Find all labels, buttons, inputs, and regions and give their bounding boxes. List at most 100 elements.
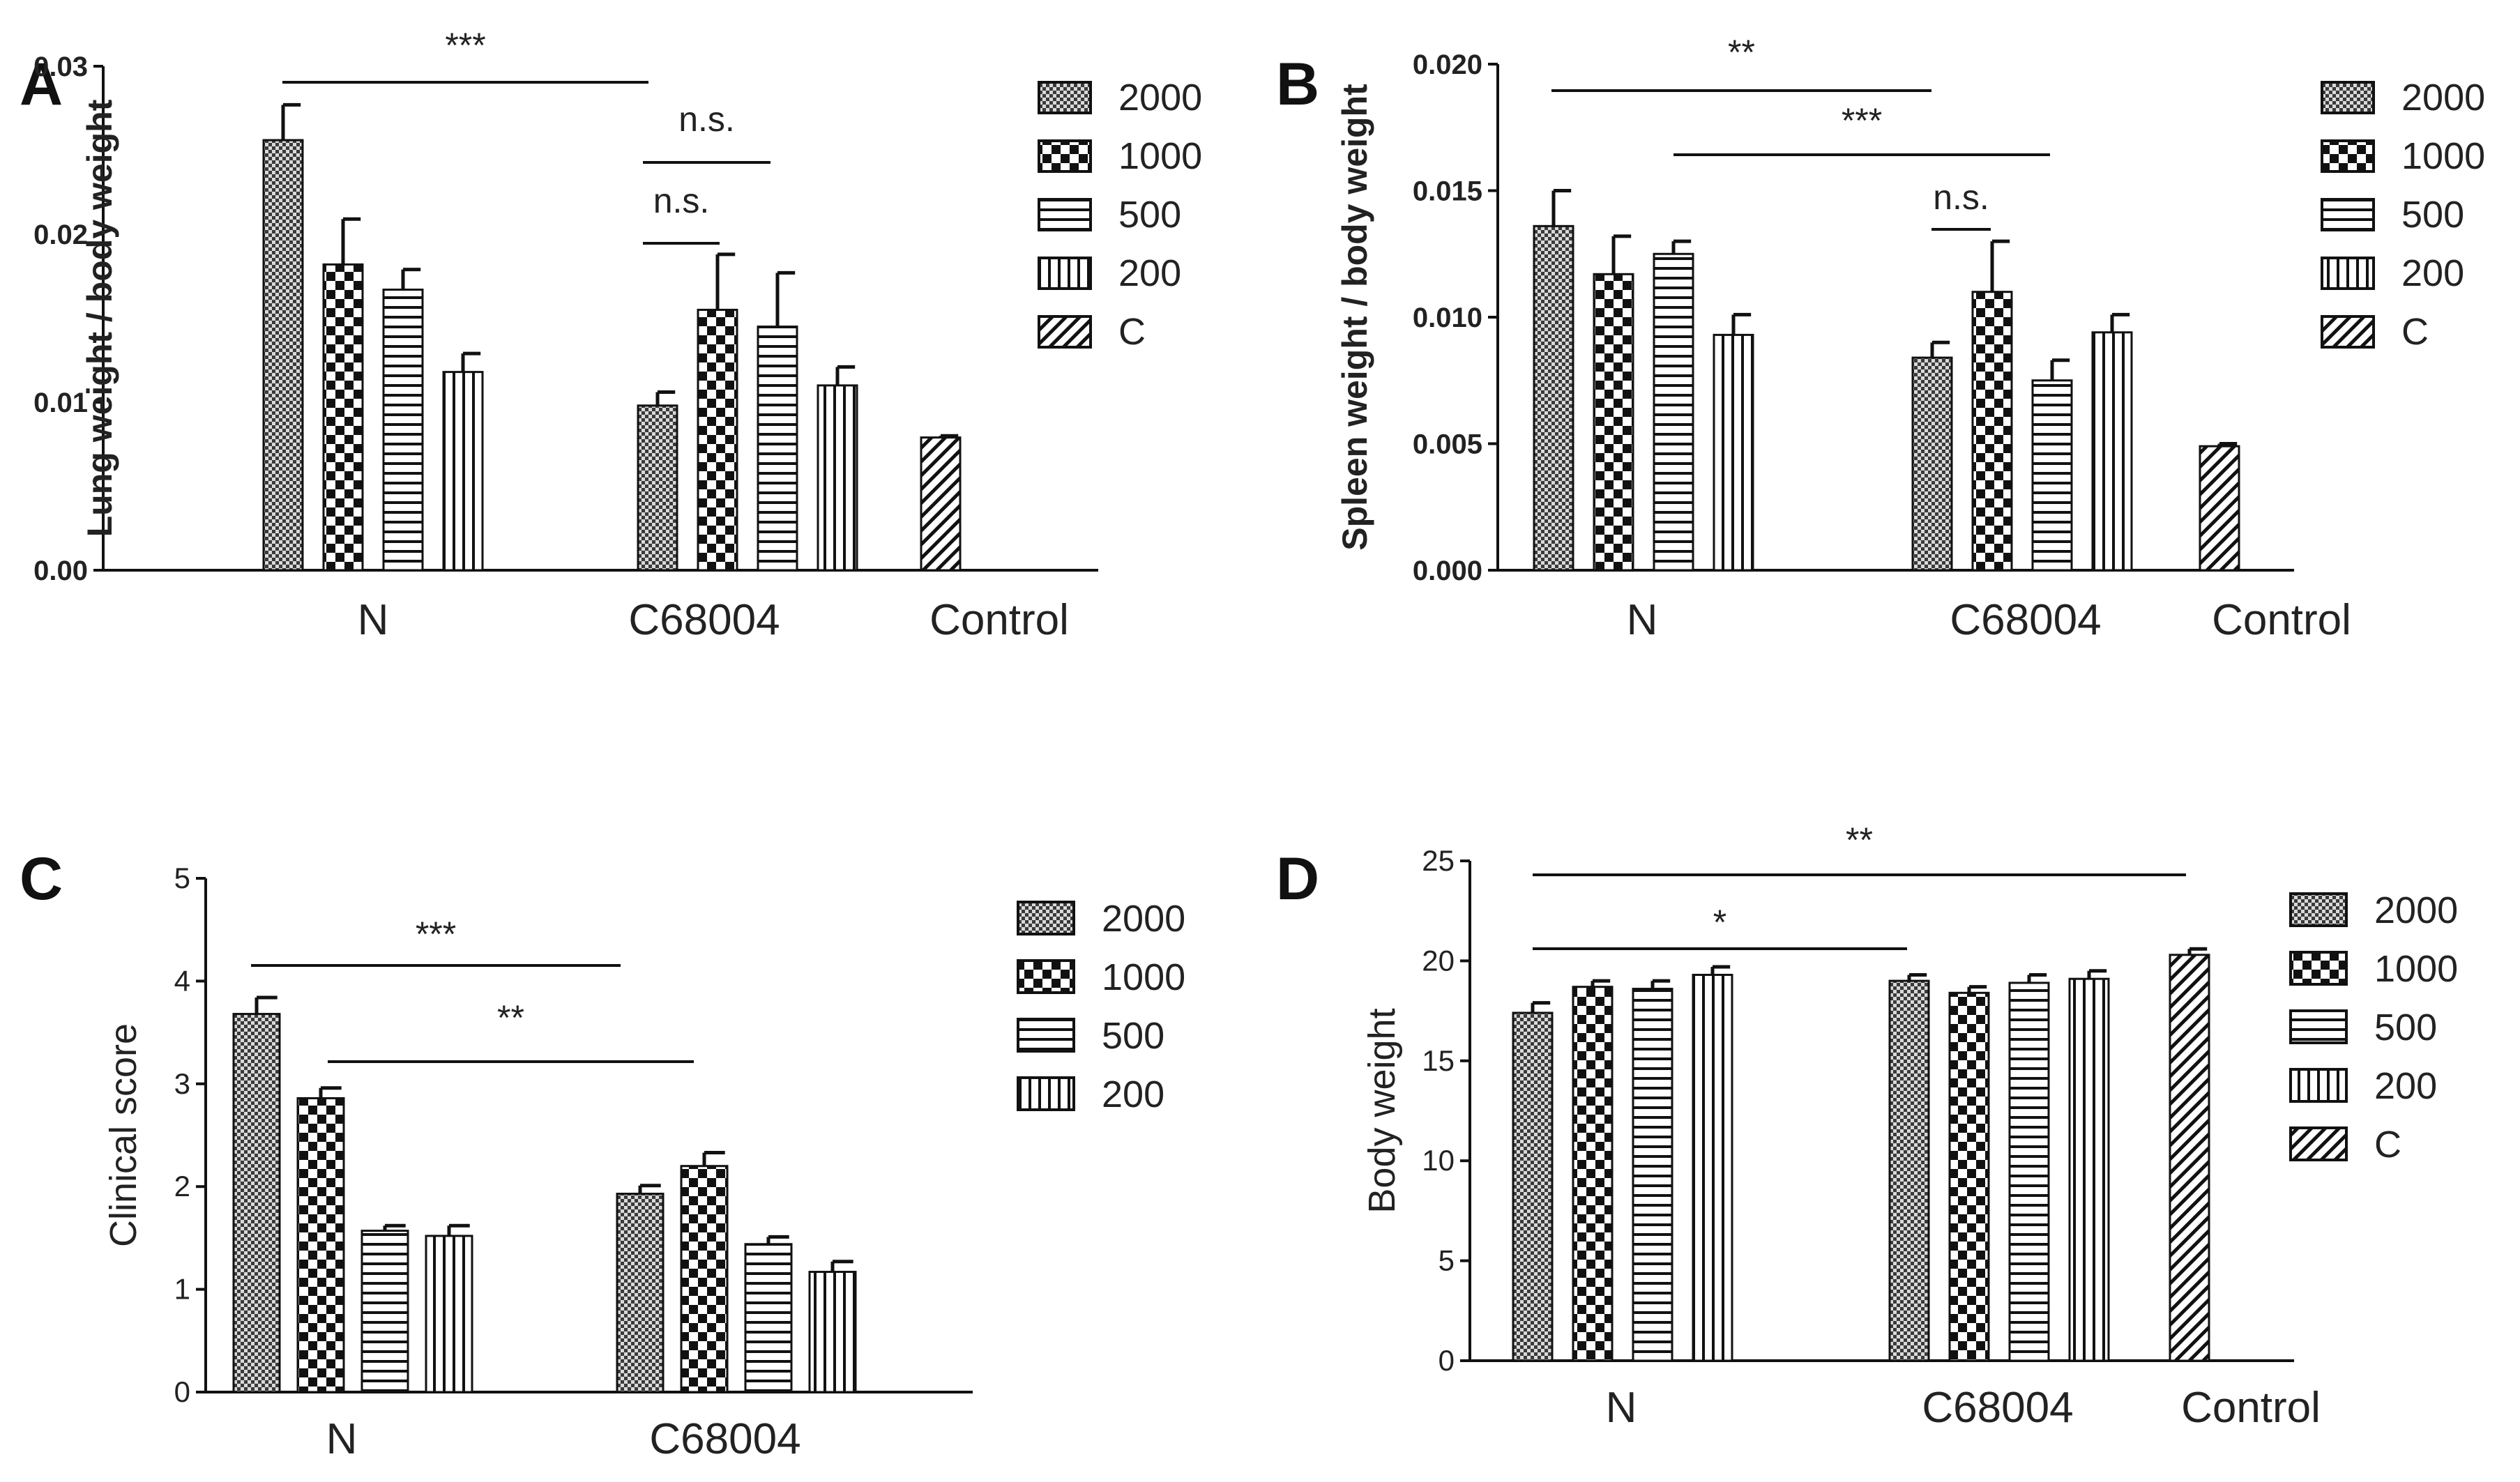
legend-label: 2000 [2401,77,2485,119]
bar-C68004-200 [2091,331,2133,572]
legend-swatch-200 [1017,1076,1075,1111]
y-tick-label: 5 [1439,1244,1455,1277]
legend-label: C [2401,311,2429,353]
bar-C68004-2000 [637,404,678,572]
bar-N-200 [442,371,484,572]
legend-swatch-C [2321,315,2375,349]
bar-N-200 [1713,333,1754,572]
bar-N-1000 [322,263,364,572]
bar-N-200 [425,1235,473,1393]
legend-swatch-1000 [1017,959,1075,994]
bar-C68004-1000 [680,1165,729,1393]
legend-swatch-1000 [2321,139,2375,173]
bar-C68004-200 [2068,977,2110,1362]
significance-label: *** [445,26,485,65]
legend-swatch-2000 [2289,892,2348,927]
y-tick-label: 15 [1422,1044,1455,1077]
legend-label: 1000 [2374,948,2458,990]
bar-C68004-2000 [616,1193,665,1393]
y-tick-label: 0.020 [1413,49,1482,80]
bar-C68004-500 [2008,981,2050,1362]
legend-label: 500 [2401,194,2464,236]
y-tick-label: 0.01 [33,388,88,418]
y-tick-label: 10 [1422,1144,1455,1177]
y-tick-label: 3 [174,1067,190,1100]
panel-letter: C [20,846,63,912]
y-tick-label: 2 [174,1170,190,1202]
bar-N-2000 [1533,224,1574,572]
significance-label: n.s. [678,100,735,139]
bar-C68004-1000 [1948,991,1990,1362]
legend-label: 1000 [1102,956,1185,998]
bar-C68004-1000 [1971,291,2013,572]
bar-C68004-2000 [1888,979,1930,1362]
legend-swatch-200 [2321,257,2375,290]
y-tick-label: 0.010 [1413,303,1482,333]
legend-swatch-2000 [1017,901,1075,935]
y-axis-label: Clinical score [103,1023,144,1247]
legend-label: 500 [1118,194,1181,236]
legend-label: 500 [2374,1007,2437,1048]
legend-label: 200 [2374,1065,2437,1107]
legend-swatch-1000 [1038,139,1092,173]
bar-C68004-2000 [1911,356,1953,572]
y-tick-label: 0.005 [1413,429,1482,460]
significance-label: ** [1846,820,1873,860]
legend-label: 2000 [1102,898,1185,940]
panel-letter: D [1276,846,1319,912]
significance-label: n.s. [1933,178,1989,217]
bar-N-500 [1653,252,1694,572]
bar-Control-C [920,436,962,572]
x-group-label: N [1627,596,1658,644]
y-tick-label: 0.02 [33,220,88,250]
x-group-label: C68004 [1922,1384,2073,1432]
y-tick-label: 0 [1439,1344,1455,1377]
bar-C68004-500 [2031,379,2073,572]
x-group-label: N [1606,1384,1637,1432]
legend-swatch-200 [2289,1068,2348,1103]
legend-label: 200 [2401,252,2464,294]
bar-N-2000 [1512,1011,1554,1362]
bar-N-500 [1632,988,1673,1362]
panel-A: A 0.00 0.01 0.02 0.03 Lung weight / body weig… [20,26,1202,644]
significance-label: ** [497,998,524,1037]
bar-C68004-200 [808,1271,857,1393]
panel-letter: B [1276,51,1319,118]
x-group-label: N [358,596,389,644]
legend-label: 1000 [2401,135,2485,177]
legend-label: 200 [1102,1074,1164,1115]
y-tick-label: 25 [1422,844,1455,877]
legend-swatch-500 [2289,1009,2348,1044]
legend-label: 1000 [1118,135,1202,177]
bar-Control-C [2199,445,2240,572]
panel-B: B 0.000 0.005 0.010 0.015 0.020 Spleen weight … [1276,33,2485,644]
legend-label: C [1118,311,1146,353]
panel-letter: A [20,51,63,118]
bar-N-2000 [232,1013,281,1393]
bar-C68004-1000 [697,308,738,572]
bar-C68004-500 [744,1243,793,1393]
legend-label: 500 [1102,1015,1164,1057]
y-tick-label: 0.03 [33,52,88,82]
legend-swatch-2000 [2321,81,2375,114]
bar-C68004-200 [817,384,858,572]
legend-swatch-1000 [2289,951,2348,986]
significance-label: *** [416,915,456,954]
x-group-label: C68004 [628,596,780,644]
y-tick-label: 0.00 [33,556,88,586]
bar-N-1000 [296,1097,345,1393]
legend-swatch-500 [2321,198,2375,231]
bar-N-500 [382,289,424,572]
legend-label: 2000 [1118,77,1202,119]
legend-swatch-500 [1017,1018,1075,1053]
x-group-label: Control [929,596,1069,644]
significance-label: ** [1728,33,1755,72]
y-tick-label: 0.000 [1413,556,1482,586]
y-tick-label: 0.015 [1413,176,1482,207]
legend-label: C [2374,1124,2401,1166]
x-group-label: C68004 [649,1415,800,1463]
y-tick-label: 0 [174,1375,190,1408]
